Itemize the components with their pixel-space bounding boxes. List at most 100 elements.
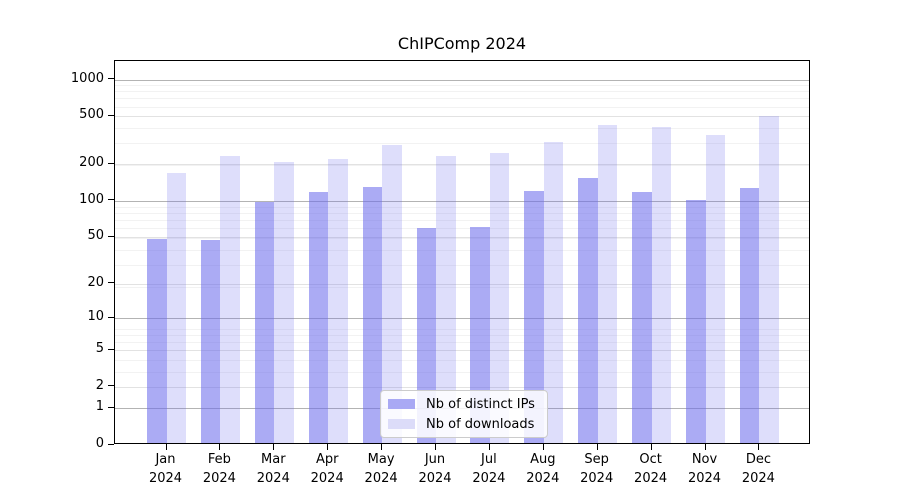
bar-jul-downloads: [489, 152, 510, 443]
bar-aug-downloads: [543, 142, 564, 443]
y-tick: [108, 199, 114, 201]
legend: Nb of distinct IPs Nb of downloads: [380, 390, 548, 438]
x-tick-label-year: 2024: [256, 471, 290, 486]
x-tick-label-year: 2024: [472, 471, 506, 486]
x-tick-label: Oct 2024: [616, 450, 686, 488]
chart-title: ChIPComp 2024: [397, 34, 527, 53]
y-tick-label: 2: [95, 377, 104, 393]
x-tick: [758, 444, 760, 450]
y-tick-label: 200: [79, 155, 104, 171]
x-tick: [596, 444, 598, 450]
bar-jan-distinct-ips: [147, 239, 167, 443]
x-tick: [219, 444, 221, 450]
bar-jul-distinct-ips: [470, 227, 490, 443]
y-tick-label: 0: [95, 436, 104, 451]
bar-apr-downloads: [328, 158, 348, 443]
x-tick: [542, 444, 544, 450]
x-tick: [381, 444, 383, 450]
x-tick-label-year: 2024: [526, 471, 560, 486]
legend-swatch-distinct-ips: [388, 399, 415, 409]
x-tick-label-year: 2024: [364, 471, 398, 486]
bar-mar-downloads: [274, 162, 294, 443]
y-tick-label: 1: [95, 399, 104, 415]
y-tick: [108, 406, 114, 408]
bar-jun-downloads: [436, 156, 456, 443]
x-tick-label-year: 2024: [148, 471, 183, 486]
x-tick-label: Dec 2024: [723, 450, 793, 488]
x-tick-label-year: 2024: [741, 471, 775, 486]
y-gridline-minor: [115, 206, 809, 208]
x-tick-label-year: 2024: [310, 471, 344, 486]
bar-nov-distinct-ips: [686, 200, 706, 443]
y-tick: [108, 348, 114, 350]
x-tick-label: Aug 2024: [508, 450, 578, 488]
y-tick-label: 5: [95, 341, 104, 357]
bar-oct-downloads: [651, 127, 672, 443]
x-tick-label: Jul 2024: [454, 450, 524, 488]
x-tick: [704, 444, 706, 450]
y-gridline-minor: [115, 238, 809, 240]
x-tick-label: Nov 2024: [670, 450, 740, 488]
y-tick-label: 500: [79, 107, 104, 123]
x-tick-label: Jan 2024: [131, 450, 201, 488]
bar-aug-distinct-ips: [524, 191, 544, 443]
y-gridline: [115, 386, 809, 388]
y-gridline: [115, 164, 809, 166]
bar-sep-downloads: [597, 124, 618, 443]
x-tick: [435, 444, 436, 450]
y-gridline-minor: [115, 328, 809, 330]
y-tick: [108, 78, 114, 80]
legend-swatch-downloads: [388, 419, 415, 429]
y-gridline: [115, 116, 809, 118]
bar-sep-distinct-ips: [578, 177, 598, 443]
x-tick-label: Apr 2024: [292, 450, 362, 488]
x-tick: [327, 444, 329, 450]
bar-feb-downloads: [220, 156, 240, 443]
bar-apr-distinct-ips: [308, 191, 329, 443]
y-gridline: [115, 318, 809, 320]
x-tick-label-year: 2024: [687, 471, 722, 486]
y-gridline: [115, 200, 809, 202]
legend-label-distinct-ips: Nb of distinct IPs: [426, 396, 535, 412]
x-tick-label: May 2024: [346, 450, 416, 488]
x-tick-label: Mar 2024: [238, 450, 308, 488]
y-gridline-minor: [115, 106, 809, 108]
bar-dec-distinct-ips: [739, 187, 760, 443]
y-gridline-minor: [115, 128, 809, 130]
y-gridline-minor: [115, 342, 809, 344]
bar-feb-distinct-ips: [200, 240, 221, 443]
legend-item-downloads: Nb of downloads: [388, 417, 547, 432]
bar-may-distinct-ips: [362, 187, 383, 443]
y-gridline-minor: [115, 359, 809, 361]
y-gridline-minor: [115, 213, 809, 215]
y-gridline: [115, 350, 809, 352]
y-tick-label: 10: [87, 309, 104, 325]
bar-jan-downloads: [166, 172, 186, 443]
plot-area: Nb of distinct IPs Nb of downloads: [114, 60, 810, 444]
x-tick-label-year: 2024: [634, 471, 668, 486]
y-gridline-minor: [115, 371, 809, 373]
x-tick: [273, 444, 275, 450]
y-tick: [108, 162, 114, 164]
y-gridline-minor: [115, 228, 809, 230]
bar-may-downloads: [382, 144, 402, 443]
x-tick-label-year: 2024: [580, 471, 614, 486]
bar-oct-distinct-ips: [632, 192, 652, 443]
y-tick-label: 100: [79, 191, 104, 207]
y-gridline-minor: [115, 249, 809, 251]
x-tick-label-year: 2024: [202, 471, 236, 486]
x-tick: [650, 444, 652, 450]
bar-nov-downloads: [705, 135, 725, 443]
x-tick: [165, 444, 167, 450]
y-gridline-minor: [115, 143, 809, 145]
y-gridline-minor: [115, 91, 809, 93]
y-tick: [108, 443, 114, 445]
bar-dec-downloads: [759, 115, 779, 443]
y-tick-label: 1000: [70, 70, 104, 86]
y-gridline-minor: [115, 286, 809, 288]
y-gridline-minor: [115, 335, 809, 336]
legend-item-distinct-ips: Nb of distinct IPs: [388, 397, 547, 412]
y-tick: [108, 282, 114, 284]
y-gridline: [115, 283, 809, 285]
y-tick: [108, 316, 114, 318]
